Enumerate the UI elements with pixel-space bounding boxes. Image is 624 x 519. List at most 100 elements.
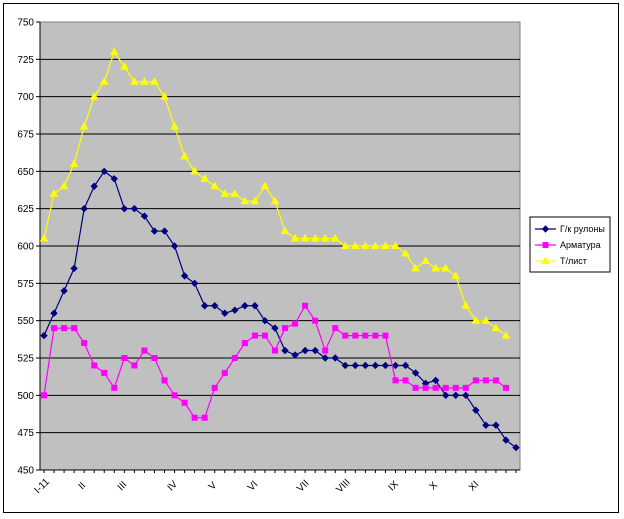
data-point: [271, 324, 279, 332]
data-point: [411, 369, 420, 377]
data-point: [39, 234, 49, 242]
x-tick-label: VII: [295, 478, 311, 494]
data-point: [481, 316, 491, 324]
data-point: [282, 325, 289, 332]
data-point: [200, 302, 209, 310]
data-point: [292, 320, 299, 327]
data-point: [51, 325, 58, 332]
data-point: [69, 159, 79, 167]
data-point: [381, 241, 390, 249]
data-point: [332, 325, 339, 332]
data-point: [320, 234, 330, 242]
data-point: [362, 332, 369, 339]
data-point: [372, 332, 379, 339]
data-point: [91, 362, 98, 369]
data-point: [381, 361, 390, 370]
data-point: [442, 384, 449, 391]
y-tick-label: 550: [17, 316, 34, 327]
data-point: [80, 204, 88, 213]
data-point: [261, 332, 268, 339]
data-point: [330, 234, 340, 242]
data-point: [141, 347, 148, 354]
x-tick-label: XI: [467, 479, 481, 493]
data-point: [241, 302, 249, 310]
data-point: [401, 361, 410, 370]
data-point: [251, 332, 258, 339]
data-point: [221, 309, 229, 317]
y-tick-label: 575: [17, 279, 34, 290]
data-point: [130, 77, 139, 85]
data-point: [111, 384, 118, 391]
legend-label: Арматура: [560, 240, 601, 250]
data-point: [402, 377, 409, 384]
x-tick-label: V: [207, 480, 220, 493]
data-point: [502, 436, 510, 444]
data-point: [130, 204, 139, 213]
y-tick-label: 725: [17, 55, 34, 66]
data-point: [350, 241, 360, 249]
data-point: [79, 122, 89, 130]
data-point: [312, 317, 319, 324]
data-point: [231, 306, 239, 314]
data-point: [150, 227, 159, 235]
data-point: [432, 384, 439, 391]
data-point: [211, 302, 219, 310]
data-point: [211, 384, 218, 391]
y-tick-label: 700: [17, 92, 34, 103]
data-point: [441, 263, 451, 272]
data-point: [160, 227, 169, 235]
data-point: [451, 271, 461, 279]
data-point: [471, 316, 481, 324]
data-point: [411, 263, 420, 272]
data-point: [40, 331, 48, 340]
data-point: [210, 181, 220, 190]
data-point: [101, 369, 108, 376]
data-point: [190, 166, 200, 175]
data-point: [472, 406, 480, 414]
data-point: [231, 355, 238, 361]
data-point: [230, 189, 240, 197]
data-point: [392, 377, 399, 384]
data-point: [301, 346, 309, 355]
data-point: [60, 287, 68, 295]
legend-label: Г/к рулоны: [560, 224, 605, 234]
series-group: [39, 47, 520, 452]
y-tick-label: 750: [17, 18, 34, 29]
y-tick-label: 450: [17, 466, 34, 477]
y-tick-label: 625: [17, 204, 34, 215]
data-point: [352, 332, 359, 339]
data-point: [501, 331, 511, 339]
data-point: [131, 362, 138, 369]
data-point: [351, 361, 360, 370]
data-point: [190, 279, 199, 288]
data-point: [89, 92, 99, 100]
data-point: [300, 234, 310, 242]
data-point: [90, 182, 98, 190]
data-point: [70, 264, 78, 273]
data-point: [431, 263, 441, 272]
data-point: [61, 325, 68, 332]
data-point: [290, 234, 300, 242]
data-point: [150, 77, 159, 85]
data-point: [472, 377, 479, 384]
x-tick-label: VIII: [334, 477, 352, 495]
data-point: [482, 421, 490, 429]
data-point: [41, 392, 47, 399]
x-tick-label: IV: [166, 479, 181, 494]
data-point: [341, 361, 349, 370]
legend-swatch-marker: [541, 225, 550, 233]
data-point: [220, 189, 230, 197]
data-point: [250, 196, 260, 205]
data-point: [119, 62, 129, 70]
data-point: [431, 376, 440, 385]
data-point: [331, 354, 339, 362]
legend-swatch-marker: [541, 256, 550, 264]
data-point: [271, 347, 278, 354]
y-tick-label: 650: [17, 167, 34, 178]
x-tick-label: VI: [246, 479, 260, 493]
legend: Г/к рулоны Арматура Т/лист: [529, 216, 611, 273]
data-point: [371, 361, 380, 370]
data-point: [461, 301, 471, 309]
data-point: [161, 377, 168, 384]
x-tick-label: I-11: [33, 476, 53, 496]
